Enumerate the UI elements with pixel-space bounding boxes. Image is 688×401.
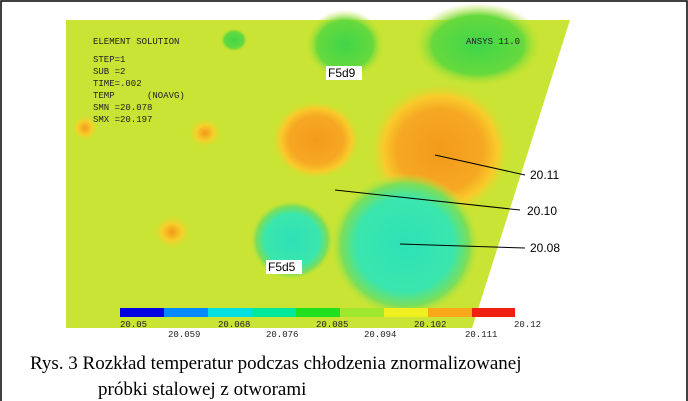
callout-lines xyxy=(334,154,526,249)
info-line: TIME=.002 xyxy=(93,79,142,89)
colorbar xyxy=(120,308,515,317)
legend-label: 20.085 xyxy=(316,320,348,330)
legend-label: 20.12 xyxy=(514,320,541,330)
info-line: TEMP (NOAVG) xyxy=(93,91,185,101)
caption: Rys. 3 Rozkład temperatur podczas chłodz… xyxy=(30,353,521,374)
label-bg xyxy=(266,260,302,274)
legend-label: 20.076 xyxy=(266,330,298,340)
contours xyxy=(71,3,543,317)
callout-label: 20.11 xyxy=(530,168,559,182)
label-bg xyxy=(326,66,362,80)
header-left: ELEMENT SOLUTION xyxy=(93,37,179,47)
info-line: STEP=1 xyxy=(93,55,125,65)
header-right: ANSYS 11.0 xyxy=(466,37,520,47)
hole-label: F5d5 xyxy=(268,260,296,274)
info-line: SMN =20.078 xyxy=(93,103,152,113)
info-line: SMX =20.197 xyxy=(93,115,152,125)
callout-label: 20.08 xyxy=(530,241,560,255)
legend-label: 20.094 xyxy=(364,330,396,340)
legend-label: 20.111 xyxy=(465,330,497,340)
info-line: SUB =2 xyxy=(93,67,125,77)
caption: próbki stalowej z otworami xyxy=(98,379,306,400)
legend-label: 20.068 xyxy=(218,320,250,330)
legend-label: 20.059 xyxy=(168,330,200,340)
callout-label: 20.10 xyxy=(527,204,557,218)
legend-label: 20.102 xyxy=(414,320,446,330)
legend-label: 20.05 xyxy=(120,320,147,330)
hole-label: F5d9 xyxy=(328,66,356,80)
